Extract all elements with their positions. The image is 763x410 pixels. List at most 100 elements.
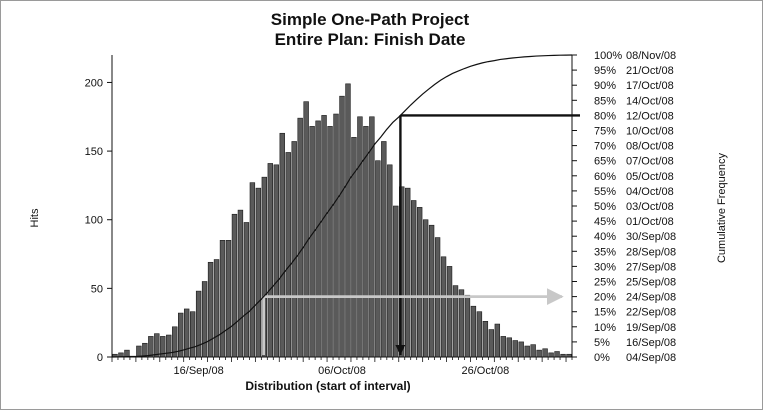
y2-tick-percent: 45% (594, 216, 616, 228)
histogram-bar (518, 341, 524, 358)
histogram-bar (207, 261, 214, 358)
y2-tick-date: 04/Sep/08 (626, 352, 676, 364)
histogram-bar (213, 259, 220, 358)
y2-tick-date: 28/Sep/08 (626, 246, 676, 258)
histogram-bar (446, 266, 453, 358)
histogram-bar (345, 83, 351, 358)
y2-tick-percent: 20% (594, 292, 616, 304)
y2-tick-date: 08/Oct/08 (626, 141, 674, 153)
histogram-bar (219, 240, 226, 358)
y2-tick-date: 08/Nov/08 (626, 50, 676, 62)
y2-tick-date: 21/Oct/08 (626, 65, 674, 77)
histogram-bar (422, 219, 429, 358)
y2-tick-percent: 15% (594, 307, 616, 319)
y-tick-label: 100 (85, 215, 103, 227)
y2-tick-date: 01/Oct/08 (626, 216, 674, 228)
y2-tick-percent: 65% (594, 156, 616, 168)
percentile-80-arrowhead (395, 345, 406, 355)
y2-tick-date: 05/Oct/08 (626, 171, 674, 183)
x-tick-label: 16/Sep/08 (174, 365, 224, 377)
y2-tick-percent: 85% (594, 95, 616, 107)
y2-tick-percent: 0% (594, 352, 610, 364)
x-tick-label: 26/Oct/08 (462, 365, 510, 377)
cumulative-axis-ticks: 0% 04/Sep/08 5% 16/Sep/08 10% 19/Sep/08 15% 22/… (572, 50, 676, 364)
histogram-bar (273, 164, 279, 358)
y2-axis-title: Cumulative Frequency (716, 152, 728, 263)
y2-tick-date: 07/Oct/08 (626, 156, 674, 168)
histogram-bar (189, 311, 196, 358)
histogram-bar (285, 152, 291, 358)
y2-tick-date: 03/Oct/08 (626, 201, 674, 213)
histogram-bar (327, 126, 333, 358)
histogram-bar (464, 294, 471, 358)
y-axis-title: Hits (29, 208, 41, 227)
y2-tick-date: 30/Sep/08 (626, 231, 676, 243)
histogram-bar (428, 224, 435, 358)
y2-tick-percent: 55% (594, 186, 616, 198)
histogram-bar (154, 333, 160, 358)
histogram-bar (512, 340, 518, 358)
y2-tick-percent: 70% (594, 141, 616, 153)
histogram-bar (297, 117, 303, 358)
chart-subtitle: Entire Plan: Finish Date (275, 30, 466, 49)
histogram-bar (440, 256, 447, 358)
histogram-bar (225, 240, 232, 358)
y2-tick-date: 19/Sep/08 (626, 322, 676, 334)
y2-tick-date: 12/Oct/08 (626, 110, 674, 122)
y2-tick-date: 27/Sep/08 (626, 261, 676, 273)
histogram-bar (375, 160, 381, 358)
histogram-bar (536, 349, 542, 358)
y-tick-label: 200 (85, 77, 103, 89)
histogram-bar (381, 141, 387, 358)
histogram-bar (494, 323, 501, 358)
histogram-bar (369, 116, 375, 358)
y2-tick-date: 16/Sep/08 (626, 337, 676, 349)
histogram-bar (195, 290, 202, 358)
y2-tick-percent: 35% (594, 246, 616, 258)
y2-tick-date: 14/Oct/08 (626, 95, 674, 107)
y2-tick-percent: 60% (594, 171, 616, 183)
y2-tick-percent: 30% (594, 261, 616, 273)
cumulative-curve-layer (111, 54, 573, 358)
x-axis-title: Distribution (start of interval) (245, 379, 410, 393)
histogram-bar (333, 113, 339, 358)
histogram-bars (112, 83, 572, 358)
chart-title: Simple One-Path Project (271, 10, 470, 29)
y2-tick-date: 17/Oct/08 (626, 80, 674, 92)
histogram-bar (524, 345, 530, 358)
histogram-bar (279, 132, 285, 358)
histogram-bar (458, 289, 465, 358)
histogram-bar (410, 200, 417, 358)
histogram-bar (136, 345, 142, 358)
histogram-bar (148, 336, 154, 358)
percentile-markers (262, 114, 580, 355)
y-tick-label: 0 (97, 352, 103, 364)
y2-tick-percent: 90% (594, 80, 616, 92)
histogram-bar (500, 336, 506, 358)
histogram-bar (416, 207, 423, 358)
histogram-bar (291, 141, 297, 358)
histogram-bar (255, 187, 262, 358)
histogram-bar (482, 321, 489, 358)
histogram-bar (554, 351, 560, 358)
y-axis-ticks: 0 50 100 150 200 (85, 77, 112, 364)
histogram-bar (309, 126, 315, 358)
y2-tick-percent: 80% (594, 110, 616, 122)
histogram-bar (249, 182, 256, 358)
histogram-bar (321, 115, 327, 358)
y2-tick-percent: 50% (594, 201, 616, 213)
histogram-bar (201, 281, 208, 358)
x-tick-label: 06/Oct/08 (318, 365, 366, 377)
histogram-bar (470, 305, 477, 358)
y2-tick-percent: 75% (594, 126, 616, 138)
histogram-bar (393, 205, 399, 358)
y-tick-label: 50 (91, 283, 103, 295)
y2-tick-date: 10/Oct/08 (626, 126, 674, 138)
histogram-bar (476, 311, 483, 358)
y2-tick-percent: 40% (594, 231, 616, 243)
histogram-bar (142, 342, 148, 358)
y2-tick-date: 25/Sep/08 (626, 277, 676, 289)
histogram-bar (387, 164, 393, 358)
histogram-bar (357, 116, 363, 358)
y2-tick-date: 24/Sep/08 (626, 292, 676, 304)
